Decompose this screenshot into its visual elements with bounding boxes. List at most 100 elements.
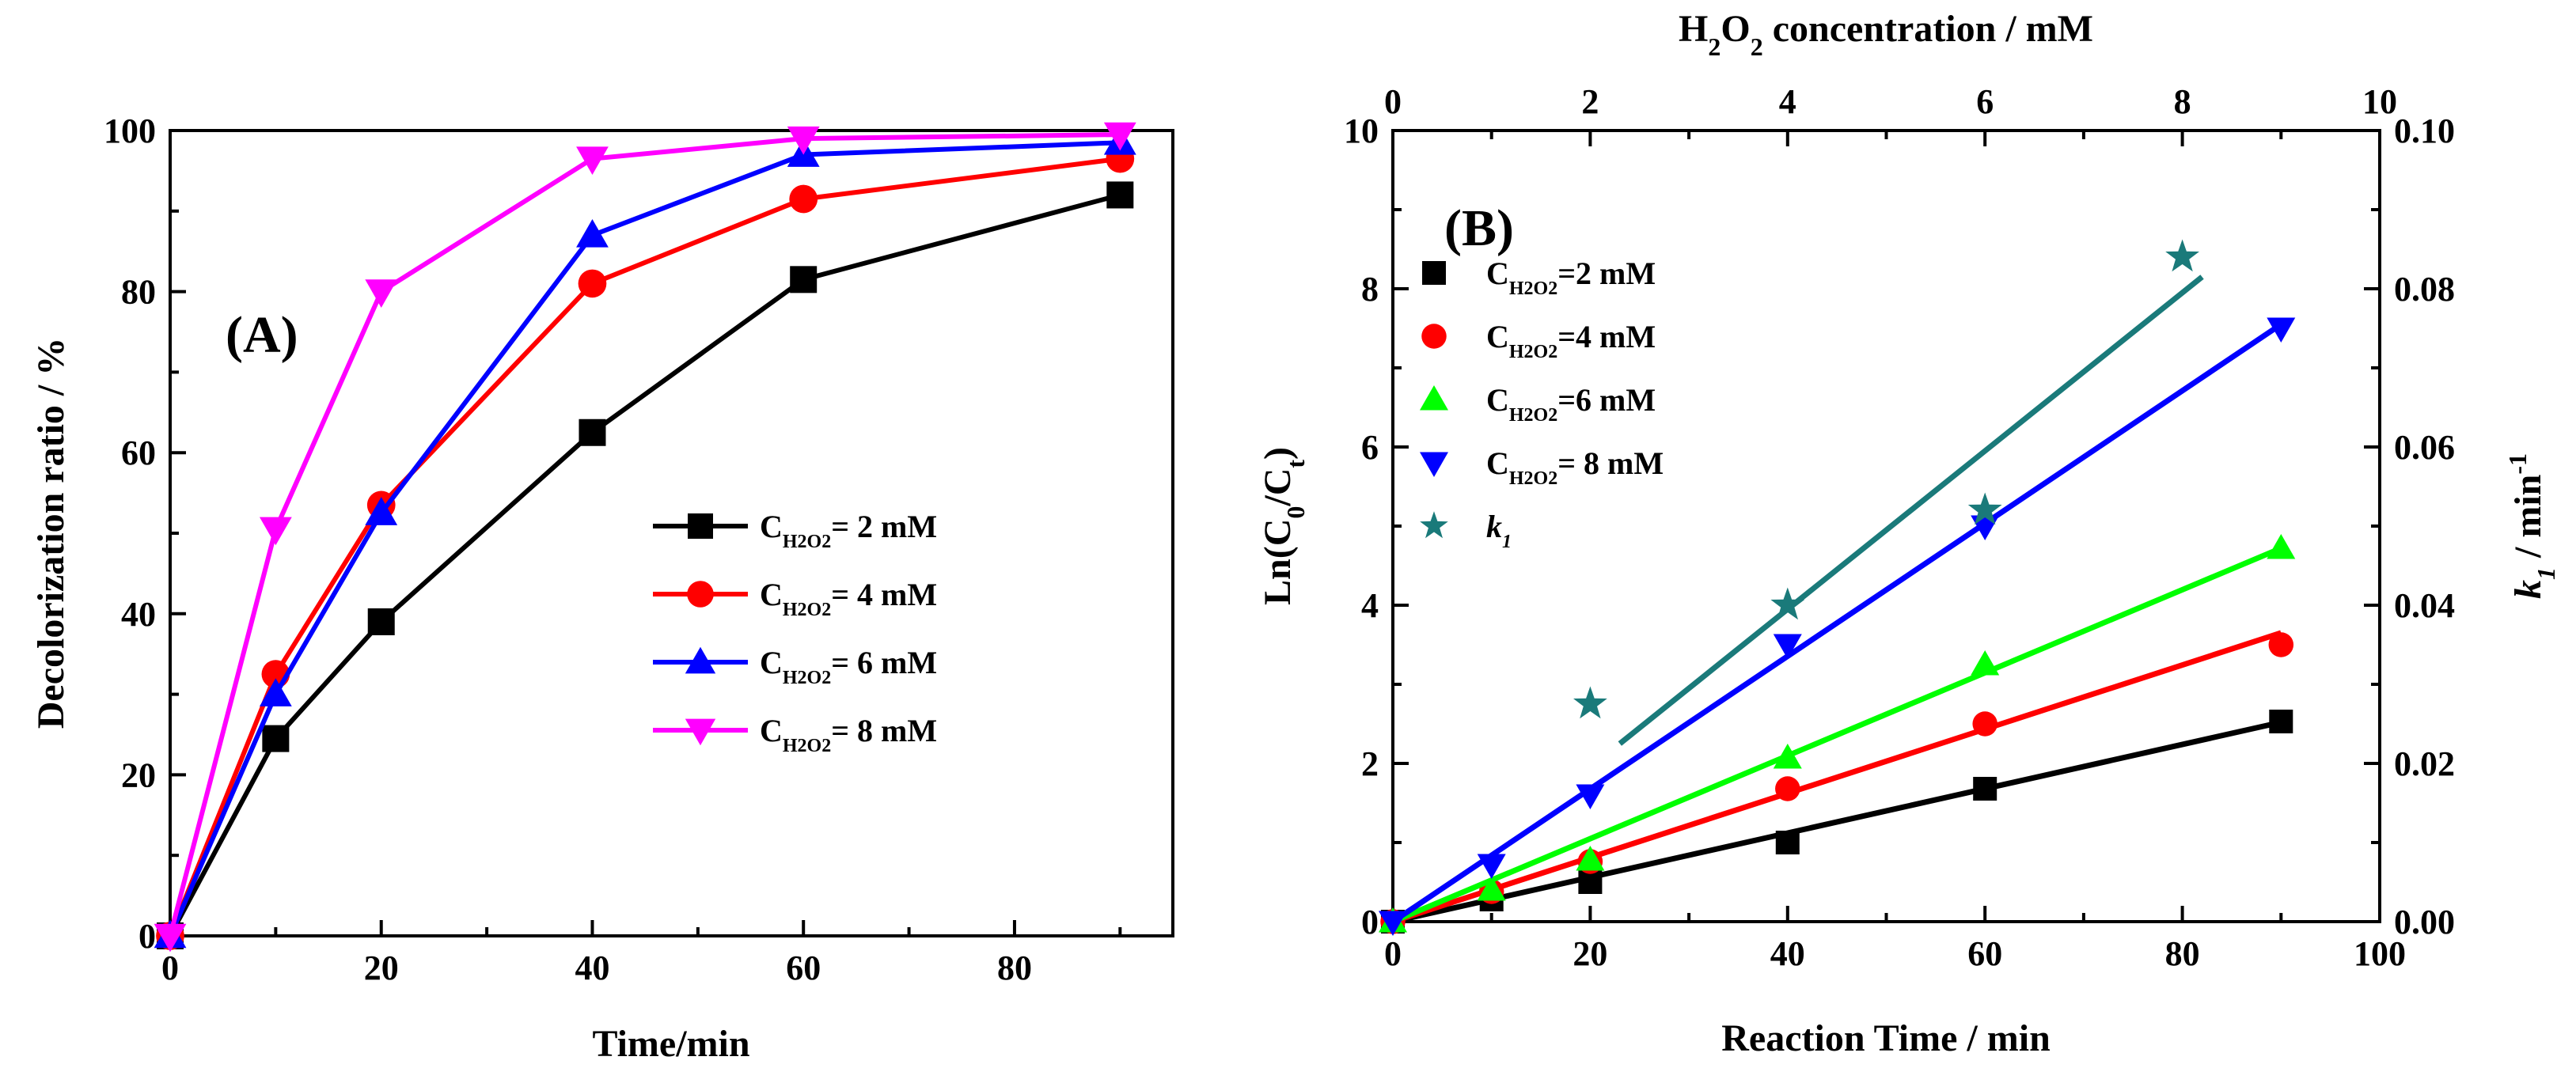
panel-b-right-y-tick-label: 0.02	[2394, 744, 2455, 783]
panel-b-top-x-tick-label: 6	[1976, 82, 1994, 121]
panel-b-y-tick-label: 2	[1361, 744, 1379, 783]
panel-b-fit-line-2	[1391, 630, 2282, 925]
panel-b-x-tick-label: 60	[1967, 934, 2002, 973]
panel-a-data-point	[576, 146, 609, 176]
panel-b-y-axis-label: Ln(C0/Ct)	[1257, 447, 1310, 605]
panel-b-fit-line-4	[1391, 322, 2283, 924]
panel-a-data-point	[259, 517, 292, 546]
panel-b-k1-point	[1967, 492, 2002, 525]
panel-a-data-point	[367, 608, 395, 635]
panel-a-data-point	[787, 126, 820, 155]
panel-a-data-point	[259, 678, 292, 706]
panel-b-right-y-axis-label: k1 / min-1	[2503, 453, 2560, 599]
panel-b-data-point	[1773, 744, 1802, 769]
panel-b-fit-line-1	[1392, 719, 2282, 925]
panel-b-k1-point	[1573, 686, 1607, 719]
panel-b-right-y-tick-label: 0.06	[2394, 428, 2455, 467]
panel-b-series	[1379, 239, 2296, 936]
panel-b-y-tick-label: 4	[1361, 586, 1379, 625]
panel-b-k1-fit-line	[1618, 275, 2204, 746]
panel-b-y-tick-label: 0	[1361, 903, 1379, 941]
panel-b-right-y-tick-label: 0.04	[2394, 586, 2455, 625]
panel-a-x-axis-label: Time/min	[592, 1023, 749, 1065]
panel-b-data-point	[1576, 784, 1605, 809]
panel-b-data-point	[1775, 776, 1800, 801]
panel-a-legend: CH2O2= 2 mM CH2O2= 4 mM CH2O2= 6 mM CH2O2= …	[653, 509, 937, 756]
panel-b-data-point	[1775, 831, 1800, 854]
panel-b-data-point	[2267, 317, 2296, 343]
panel-a-data-point	[1106, 181, 1134, 209]
panel-a-ticks: 0 20 40 60 80 0 20 40 60 80 100	[104, 112, 1122, 987]
panel-b-data-point	[1477, 854, 1506, 879]
panel-b-data-point	[2268, 632, 2294, 657]
panel-a-x-tick-label: 20	[364, 949, 399, 987]
panel-b-k1-point	[1770, 587, 1805, 620]
panel-a-x-tick-label: 60	[786, 949, 821, 987]
panel-b-legend-marker	[1420, 452, 1448, 477]
panel-a-data-point	[790, 266, 818, 294]
panel-b-data-point	[2269, 710, 2293, 733]
panel-b-y-tick-label: 10	[1344, 112, 1379, 150]
panel-b-x-tick-label: 80	[2165, 934, 2200, 973]
panel-a-y-tick-label: 0	[138, 917, 156, 956]
panel-a-series-line-4	[168, 132, 1121, 937]
panel-b-legend-entry-2: CH2O2=4 mM	[1486, 319, 1656, 362]
panel-b-right-y-tick-label: 0.08	[2394, 270, 2455, 309]
panel-a-data-point	[262, 725, 290, 752]
panel-a-data-point	[365, 279, 398, 308]
panel-a-label: (A)	[226, 306, 298, 364]
panel-b-top-x-tick-label: 2	[1581, 82, 1599, 121]
panel-b-x-axis-label: Reaction Time / min	[1721, 1017, 2051, 1059]
panel-b-x-tick-label: 100	[2354, 934, 2406, 973]
panel-b-axes-frame	[1391, 129, 2381, 923]
panel-b-data-point	[1973, 777, 1997, 801]
panel-a-y-tick-label: 20	[121, 756, 156, 794]
panel-a-data-point	[579, 418, 606, 446]
panel-b-top-x-tick-label: 10	[2362, 82, 2397, 121]
panel-a-x-tick-label: 0	[161, 949, 179, 987]
panel-a-data-point	[789, 184, 818, 214]
panel-b-top-x-tick-label: 8	[2174, 82, 2191, 121]
panel-b-top-x-tick-label: 4	[1779, 82, 1796, 121]
panel-b-legend-entry-1: CH2O2=2 mM	[1486, 256, 1656, 299]
panel-b-legend-entry-3: CH2O2=6 mM	[1486, 382, 1656, 426]
panel-b-y-tick-label: 6	[1361, 428, 1379, 467]
panel-b-right-y-tick-label: 0.10	[2394, 112, 2455, 150]
panel-b-data-point	[1773, 634, 1802, 659]
panel-b-legend: CH2O2=2 mM CH2O2=4 mM CH2O2=6 mM CH2O2= 8 m…	[1420, 256, 1664, 552]
panel-a-legend-entry-1: CH2O2= 2 mM	[760, 509, 937, 552]
panel-a-legend-entry-4: CH2O2= 8 mM	[760, 713, 937, 756]
panel-a-data-point	[578, 269, 607, 298]
panel-b-data-point	[2267, 534, 2296, 559]
panel-a-legend-entry-3: CH2O2= 6 mM	[760, 645, 937, 688]
panel-a-y-tick-label: 60	[121, 434, 156, 472]
panel-a-series	[154, 122, 1136, 952]
panel-a-x-tick-label: 80	[997, 949, 1032, 987]
panel-a-data-point	[576, 218, 609, 248]
panel-b-fit-line-3	[1391, 545, 2282, 925]
panel-a-data-point	[365, 497, 398, 525]
panel-a-legend-marker	[688, 513, 713, 539]
panel-b-right-y-tick-label: 0.00	[2394, 903, 2455, 941]
panel-b-top-x-axis-label: H2O2 concentration / mM	[1679, 8, 2093, 61]
panel-a-x-tick-label: 40	[575, 949, 609, 987]
panel-b-x-tick-label: 20	[1573, 934, 1607, 973]
panel-a-series-line-1	[168, 192, 1121, 937]
panel-b-legend-marker	[1422, 261, 1446, 285]
panel-a-series-line-2	[168, 156, 1121, 937]
panel-a-y-axis-label: Decolorization ratio / %	[30, 338, 72, 729]
panel-a-data-point	[1103, 122, 1136, 151]
panel-b-legend-marker	[1420, 385, 1448, 411]
panel-a-y-tick-label: 100	[104, 112, 156, 150]
panel-a-legend-marker	[687, 581, 714, 608]
panel-b-top-x-tick-label: 0	[1384, 82, 1402, 121]
panel-b-k1-point	[2165, 239, 2199, 272]
panel-a-series-line-3	[168, 140, 1121, 937]
panel-b-label: (B)	[1444, 199, 1514, 257]
panel-b-legend-entry-4: CH2O2= 8 mM	[1486, 445, 1664, 489]
panel-b-legend-marker	[1421, 324, 1447, 349]
panel-a-legend-entry-2: CH2O2= 4 mM	[760, 577, 937, 620]
